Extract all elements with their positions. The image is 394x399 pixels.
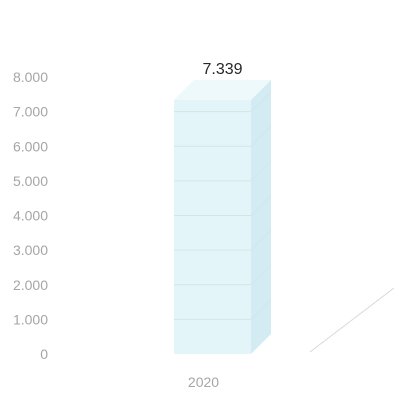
bar-series [174,79,271,355]
y-tick-label: 2.000 [13,277,48,293]
x-tick-label: 2020 [188,374,219,390]
y-tick-label: 7.000 [13,104,48,120]
y-tick-label: 5.000 [13,173,48,189]
y-tick-label: 4.000 [13,208,48,224]
gridline-side [250,264,272,286]
bar-top-face [174,79,271,100]
gridline-side [250,229,272,251]
gridline-side [250,91,272,112]
gridline-side [250,299,272,320]
bar-side-face [251,79,271,355]
y-tick-label: 1.000 [13,311,48,327]
data-label: 7.339 [202,61,242,78]
chart-floor [309,287,394,353]
bar-2020 [174,99,251,355]
gridline-side [250,195,272,216]
y-tick-label: 3.000 [13,242,48,258]
gridlines [174,91,272,320]
data-labels: 7.339 [202,61,242,78]
x-axis-tick-labels: 2020 [188,374,219,390]
y-tick-label: 6.000 [13,138,48,154]
y-tick-label: 8.000 [13,69,48,85]
gridline-side [250,160,272,182]
y-axis-tick-labels: 0 1.000 2.000 3.000 4.000 5.000 6.000 7.000 8.00… [13,69,48,362]
gridline-side [250,125,272,147]
floor-edge-line [309,287,394,353]
y-tick-label: 0 [40,346,48,362]
